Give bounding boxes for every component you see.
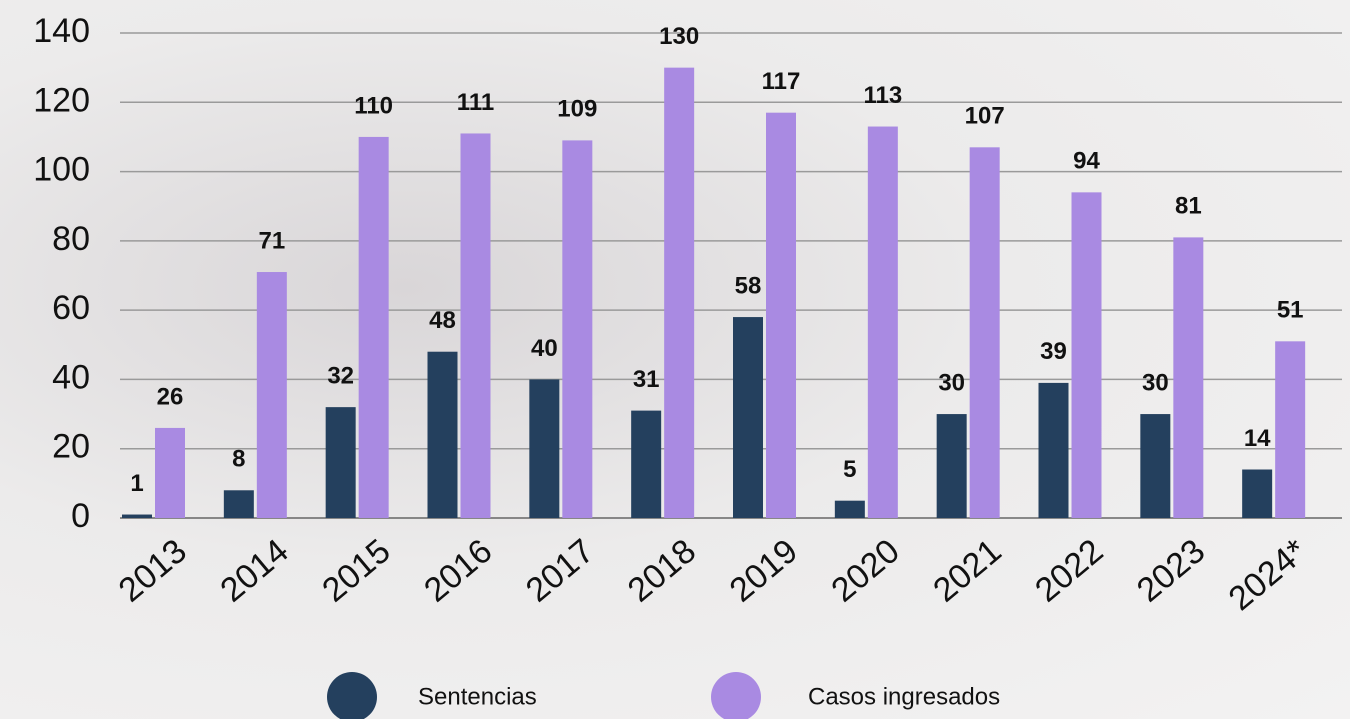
x-tick-label: 2016 — [417, 532, 499, 610]
y-tick-label: 20 — [52, 428, 90, 466]
bar — [1173, 237, 1204, 518]
legend-label: Sentencias — [418, 683, 537, 710]
bar — [122, 514, 152, 518]
x-tick-label: 2024* — [1222, 532, 1315, 618]
value-label: 32 — [327, 362, 354, 389]
value-label: 48 — [429, 307, 456, 334]
y-tick-label: 0 — [71, 497, 90, 535]
x-tick-label: 2022 — [1028, 532, 1110, 610]
bar — [460, 133, 491, 518]
bar — [256, 272, 287, 518]
value-label: 51 — [1277, 297, 1304, 324]
bar — [867, 126, 898, 519]
x-tick-label: 2021 — [926, 532, 1008, 610]
bar — [427, 351, 458, 518]
bar — [631, 410, 662, 518]
bar — [358, 136, 389, 518]
x-tick-label: 2023 — [1130, 532, 1212, 610]
legend-swatch — [327, 672, 377, 719]
y-tick-label: 140 — [33, 12, 90, 50]
value-label: 5 — [843, 456, 856, 483]
value-label: 117 — [762, 68, 801, 95]
legend-swatch — [711, 672, 761, 719]
bar — [529, 379, 560, 518]
value-label: 130 — [659, 23, 699, 50]
value-label: 31 — [633, 366, 660, 393]
value-label: 30 — [938, 369, 965, 396]
bar — [936, 414, 967, 518]
y-tick-label: 120 — [33, 81, 90, 119]
y-tick-label: 40 — [52, 358, 90, 396]
bar — [733, 317, 763, 518]
x-tick-label: 2014 — [213, 532, 295, 610]
x-tick-label: 2013 — [112, 532, 194, 610]
y-tick-label: 100 — [33, 151, 90, 189]
value-label: 8 — [232, 446, 245, 473]
bar — [664, 67, 695, 519]
x-tick-label: 2015 — [315, 532, 397, 610]
bar — [223, 490, 254, 518]
legend-label: Casos ingresados — [808, 683, 1000, 710]
bar — [1071, 192, 1102, 518]
value-label: 111 — [457, 89, 494, 116]
value-label: 110 — [354, 92, 393, 119]
bar — [325, 407, 356, 518]
bar — [562, 140, 593, 518]
bar — [1242, 469, 1273, 518]
bar — [969, 147, 1000, 519]
bar — [1140, 414, 1171, 518]
value-label: 39 — [1040, 338, 1067, 365]
value-label: 14 — [1244, 425, 1271, 452]
value-label: 71 — [258, 227, 285, 254]
value-label: 109 — [557, 96, 597, 123]
bar — [766, 112, 796, 518]
value-label: 58 — [735, 272, 762, 299]
value-label: 40 — [531, 335, 558, 362]
value-label: 107 — [965, 103, 1005, 130]
x-tick-label: 2018 — [621, 532, 703, 610]
y-tick-label: 60 — [52, 289, 90, 327]
value-label: 81 — [1175, 193, 1202, 220]
bar — [155, 427, 185, 518]
bar — [834, 500, 865, 518]
y-tick-label: 80 — [52, 220, 90, 258]
value-label: 1 — [130, 470, 143, 497]
x-tick-label: 2019 — [723, 532, 805, 610]
x-tick-label: 2020 — [824, 532, 906, 610]
value-label: 26 — [157, 383, 184, 410]
bar — [1275, 341, 1306, 518]
value-label: 113 — [863, 82, 902, 109]
bar — [1038, 382, 1069, 518]
value-label: 30 — [1142, 369, 1169, 396]
value-label: 94 — [1073, 148, 1100, 175]
x-tick-label: 2017 — [519, 532, 601, 610]
